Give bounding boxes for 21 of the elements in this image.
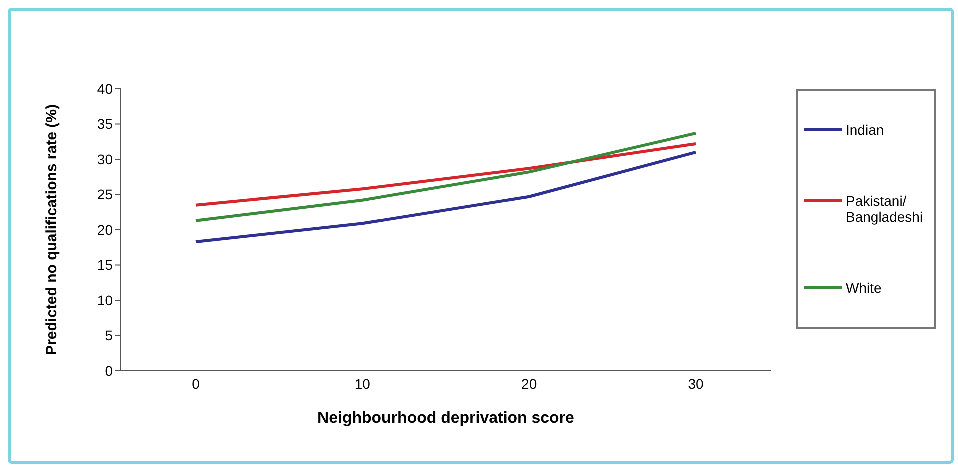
legend-label: Pakistani/ Bangladeshi — [846, 192, 924, 225]
x-axis-title: Neighbourhood deprivation score — [318, 410, 575, 427]
y-tick-label: 0 — [105, 362, 114, 379]
x-tick-label: 10 — [354, 376, 371, 392]
y-tick-label: 20 — [97, 222, 114, 238]
line-series — [194, 150, 698, 244]
y-tick-label: 10 — [97, 292, 114, 308]
line-series — [194, 142, 698, 207]
x-tick-label: 30 — [688, 376, 704, 392]
y-tick-label: 5 — [105, 328, 114, 344]
y-axis-title: Predicted no qualifications rate (%) — [43, 104, 60, 356]
legend-label: Indian — [846, 122, 886, 138]
y-tick-label: 40 — [97, 80, 114, 97]
legend-label: White — [846, 280, 883, 296]
x-tick-label: 20 — [522, 376, 538, 392]
y-tick-label: 30 — [97, 151, 114, 168]
y-tick-label: 15 — [97, 257, 114, 274]
y-tick-label: 35 — [97, 116, 114, 132]
line-series — [194, 132, 698, 222]
x-tick-label: 0 — [192, 376, 200, 392]
y-tick-label: 25 — [97, 186, 114, 203]
